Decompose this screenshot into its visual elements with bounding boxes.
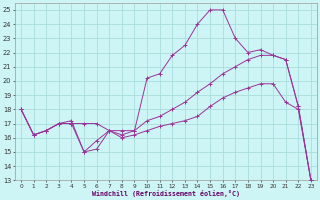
X-axis label: Windchill (Refroidissement éolien,°C): Windchill (Refroidissement éolien,°C) [92, 190, 240, 197]
